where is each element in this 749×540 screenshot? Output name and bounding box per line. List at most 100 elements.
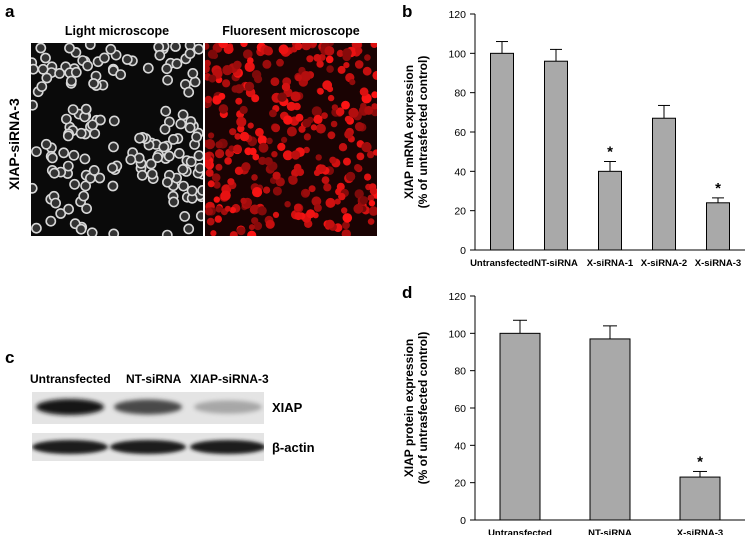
cell [79, 153, 91, 165]
cell [36, 81, 48, 92]
fluorescent-cell [294, 203, 302, 212]
y-tick-label: 60 [454, 403, 466, 415]
fluorescent-cell [286, 101, 296, 111]
fluorescent-cell [271, 151, 278, 158]
fluorescent-cell [315, 123, 326, 134]
fluorescent-cell [213, 181, 221, 189]
fluorescent-cell [205, 207, 213, 216]
cell [80, 180, 91, 192]
y-tick-label: 40 [454, 166, 466, 178]
lane-label-untransfected: Untransfected [30, 372, 111, 386]
fluorescent-cell [207, 180, 215, 188]
y-axis-label: XIAP mRNA expression [402, 65, 416, 199]
fluorescent-cell [341, 207, 348, 214]
cell [41, 72, 53, 84]
fluorescent-cell [315, 154, 322, 161]
cell [40, 52, 51, 64]
fluorescent-cell [235, 97, 243, 105]
significance-mark: * [607, 144, 613, 161]
bar [490, 52, 514, 251]
fluorescent-cell [257, 135, 268, 145]
cell [193, 150, 203, 162]
cell [31, 182, 38, 194]
fluorescent-cell [354, 122, 365, 132]
fluorescent-cell [354, 189, 364, 199]
xiap-band [36, 399, 104, 415]
fluorescent-cell [243, 49, 253, 59]
fluorescent-cell [327, 131, 336, 140]
cell [158, 141, 170, 153]
fluorescent-cell [215, 141, 223, 149]
y-tick-label: 20 [454, 478, 466, 490]
fluorescent-cell [208, 74, 217, 83]
cell [63, 203, 74, 215]
fluorescent-cell [326, 65, 334, 73]
fluorescent-cell [253, 221, 263, 231]
y-tick-label: 120 [448, 9, 466, 21]
fluorescent-cell [372, 70, 377, 80]
fluorescent-cell [295, 74, 303, 82]
cell [108, 115, 120, 127]
category-label: Untransfected [470, 258, 534, 269]
fluorescent-cell [321, 176, 330, 185]
fluorescent-cell [224, 157, 232, 165]
cell [105, 43, 117, 55]
fluorescent-cell [271, 123, 281, 133]
cell [31, 146, 42, 157]
fluorescent-cell [364, 173, 372, 181]
fluorescent-cell [343, 62, 350, 69]
cell [177, 164, 189, 175]
fluorescent-cell [283, 115, 293, 125]
fluorescent-cell [303, 133, 311, 141]
cell [173, 148, 185, 159]
fluorescent-cell [206, 217, 215, 226]
fluorescent-cell [218, 104, 229, 114]
cell [187, 67, 199, 79]
cell [195, 210, 203, 222]
fluorescent-cell [337, 65, 346, 74]
fluorescent-cell [207, 49, 218, 59]
cell [133, 152, 145, 164]
fluorescent-cell [263, 46, 273, 56]
fluorescent-cell [239, 131, 250, 142]
cell [136, 169, 148, 181]
fluorescent-cell [316, 60, 324, 68]
fluorescent-cell [325, 197, 336, 208]
fluorescent-cell [295, 113, 304, 122]
fluorescent-cell [364, 54, 371, 61]
cell [154, 49, 166, 61]
fluorescent-cell [298, 125, 306, 133]
cell [107, 162, 118, 174]
fluorescent-cell [269, 109, 277, 118]
fluorescent-cell [214, 215, 222, 223]
cell [35, 43, 47, 54]
panel-d-letter: d [402, 283, 413, 302]
bar [499, 332, 541, 521]
fluorescent-cell [251, 174, 258, 181]
fluorescent-cell [342, 48, 352, 58]
cell [170, 43, 181, 52]
cell [61, 113, 72, 125]
fluorescent-cell [342, 213, 353, 223]
fluorescent-cell [241, 162, 251, 172]
fluorescent-cell [229, 231, 238, 236]
fluorescent-cell [210, 230, 217, 236]
cell [86, 227, 98, 236]
cell [31, 63, 39, 75]
fluorescent-cell [291, 150, 301, 160]
fluorescent-cell [211, 173, 221, 182]
fluorescent-cell [344, 115, 352, 123]
cell [95, 114, 106, 126]
fluorescent-cell [222, 79, 231, 88]
fluorescent-cell [369, 187, 377, 195]
fluorescent-cell [348, 107, 359, 118]
cell [194, 162, 203, 174]
category-label: X-siRNA-2 [641, 258, 687, 269]
category-label: Untransfected [488, 528, 552, 535]
y-axis-label-sub: (% of untrasfected control) [416, 56, 430, 209]
fluorescent-cell [367, 194, 375, 202]
lane-label-xiap-sirna-3: XIAP-siRNA-3 [190, 372, 269, 386]
fluorescent-cell [306, 209, 316, 219]
y-tick-label: 20 [454, 206, 466, 218]
cell [69, 178, 80, 190]
